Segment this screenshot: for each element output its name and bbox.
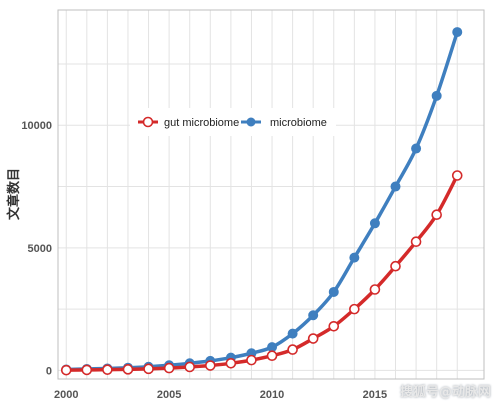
data-point-microbiome <box>411 143 422 154</box>
data-point-microbiome <box>349 252 360 263</box>
data-point-gut-microbiome <box>246 354 257 366</box>
y-axis-ticks: 0 5000 10000 <box>21 120 52 377</box>
data-point-microbiome <box>328 286 339 297</box>
series-gut-microbiome <box>60 170 463 376</box>
series-layer <box>60 27 463 376</box>
y-tick-label: 10000 <box>21 120 52 132</box>
data-point-gut-microbiome <box>328 320 340 332</box>
x-tick-label: 2015 <box>363 389 387 401</box>
data-point-gut-microbiome <box>349 303 360 315</box>
data-point-gut-microbiome <box>410 236 422 247</box>
legend-label-gut-microbiome: gut microbiome <box>164 117 239 129</box>
data-point-gut-microbiome <box>369 284 381 295</box>
data-point-gut-microbiome <box>225 358 237 369</box>
data-point-microbiome <box>431 90 442 101</box>
series-microbiome <box>61 27 463 375</box>
y-tick-label: 5000 <box>28 243 52 255</box>
data-point-gut-microbiome <box>307 333 319 344</box>
data-point-gut-microbiome <box>81 364 93 376</box>
watermark-text: 搜狐号@动脉网 <box>399 385 491 400</box>
legend-label-microbiome: microbiome <box>270 117 327 129</box>
legend-background <box>130 108 336 136</box>
series-line-gut-microbiome <box>66 174 459 372</box>
series-line-microbiome <box>66 31 459 372</box>
data-point-gut-microbiome <box>266 350 278 362</box>
data-point-microbiome <box>390 181 401 192</box>
data-point-gut-microbiome <box>102 364 113 375</box>
legend: gut microbiome microbiome <box>130 108 336 136</box>
x-tick-label: 2010 <box>260 389 284 401</box>
x-tick-label: 2005 <box>157 389 181 401</box>
data-point-microbiome <box>369 218 380 229</box>
data-point-microbiome <box>452 27 463 38</box>
data-point-gut-microbiome <box>163 362 175 374</box>
data-point-gut-microbiome <box>390 260 401 272</box>
data-point-gut-microbiome <box>122 364 134 375</box>
data-point-gut-microbiome <box>431 209 442 221</box>
y-axis-label: 文章数目 <box>6 168 22 220</box>
x-tick-label: 2000 <box>54 389 78 401</box>
x-axis-ticks: 2000 2005 2010 2015 <box>54 389 387 401</box>
data-point-gut-microbiome <box>451 170 463 181</box>
data-point-gut-microbiome <box>184 361 196 373</box>
data-point-gut-microbiome <box>287 344 298 355</box>
data-point-gut-microbiome <box>204 360 216 371</box>
data-point-microbiome <box>308 310 319 321</box>
data-point-gut-microbiome <box>60 364 72 376</box>
legend-marker-gut-microbiome <box>142 116 154 128</box>
plot-frame <box>57 9 485 380</box>
data-point-microbiome <box>267 342 278 353</box>
gridlines <box>58 10 484 379</box>
data-point-microbiome <box>287 328 298 339</box>
data-point-gut-microbiome <box>143 363 154 375</box>
legend-marker-microbiome <box>246 117 256 127</box>
y-tick-label: 0 <box>46 365 52 377</box>
